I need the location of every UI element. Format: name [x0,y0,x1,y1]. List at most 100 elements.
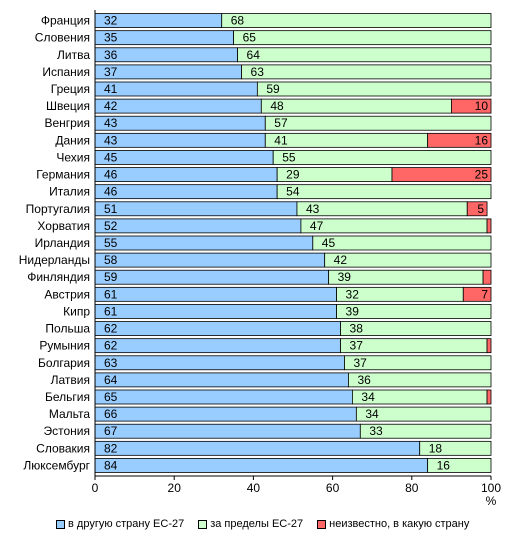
legend-swatch-outside-eu [198,519,208,529]
bar-segment [486,338,492,354]
bar-segment [264,132,429,148]
data-label: 37 [104,65,118,79]
data-label: 57 [274,116,288,130]
category-label: Кипр [63,304,90,318]
bar-segment [94,286,337,302]
legend-swatch-eu [56,519,65,529]
data-label: 39 [346,304,360,318]
bar-segment [256,81,492,97]
bar-segment [359,423,492,439]
x-axis-unit: % [486,494,497,508]
bar-segment [312,235,492,251]
data-label: 64 [104,373,118,387]
category-label: Польша [45,322,90,336]
category-label: Германия [36,168,90,182]
bar-segment [94,184,278,200]
category-label: Дания [55,133,90,147]
data-label: 37 [353,356,367,370]
data-label: 10 [475,99,489,113]
data-label: 54 [286,185,300,199]
data-label: 35 [104,31,118,45]
data-label: 32 [346,287,360,301]
legend: в другую страну ЕС-27 за пределы ЕС-27 н… [56,518,469,530]
data-label: 42 [104,99,118,113]
data-label: 33 [369,424,383,438]
bar-segment [450,98,492,114]
x-tick-label: 100 [481,481,501,495]
data-label: 55 [282,150,296,164]
bar-segment [94,304,337,319]
data-label: 65 [104,390,118,404]
legend-label-outside-eu: за пределы ЕС-27 [210,518,304,530]
category-label: Эстония [44,424,91,438]
bar-segment [486,218,492,234]
bar-segment [462,286,492,302]
data-label: 16 [437,458,451,472]
x-tick-label: 60 [326,481,340,495]
data-label: 51 [104,202,118,216]
data-label: 38 [350,322,364,336]
legend-item-eu: в другую страну ЕС-27 [56,518,184,530]
bar-segment [94,81,258,97]
data-label: 68 [231,14,245,28]
data-label: 43 [104,133,118,147]
data-label: 64 [247,48,261,62]
bar-segment [94,372,349,388]
bar-segment [94,115,266,131]
category-label: Италия [49,185,90,199]
category-label: Нидерланды [19,253,90,267]
bar-segment [94,440,421,456]
data-label: 84 [104,458,118,472]
data-label: 7 [481,287,488,301]
data-label: 41 [104,82,118,96]
bar-segment [94,252,326,268]
data-label: 46 [104,168,118,182]
bar-segment [344,355,492,371]
data-label: 55 [104,236,118,250]
bar-segment [486,389,492,405]
data-label: 82 [104,441,118,455]
bar-segment [272,150,492,165]
legend-item-unknown: неизвестно, в какую страну [317,518,469,530]
category-label: Словения [35,31,90,45]
bar-segment [94,423,361,439]
category-label: Испания [42,65,90,79]
data-label: 63 [251,65,265,79]
category-label: Финляндия [27,270,90,284]
bar-segment [94,167,278,182]
bar-segment [427,132,492,148]
category-label: Люксембург [23,458,90,472]
data-label: 45 [322,236,336,250]
bar-segment [276,184,492,200]
category-label: Франция [41,14,90,28]
data-label: 42 [334,253,348,267]
category-label: Бельгия [45,390,90,404]
data-label: 58 [104,253,118,267]
category-label: Ирландия [35,236,90,250]
data-label: 66 [104,407,118,421]
bar-segment [348,372,492,388]
category-label: Венгрия [44,116,90,130]
bar-segment [260,98,452,114]
data-label: 36 [357,373,371,387]
data-label: 45 [104,150,118,164]
data-label: 37 [350,339,364,353]
legend-label-eu: в другую страну ЕС-27 [68,518,185,530]
bar-segment [94,132,266,148]
bar-segment [94,355,345,371]
data-label: 62 [104,322,118,336]
bar-segment [391,167,492,182]
bar-segment [94,269,330,285]
data-label: 59 [104,270,118,284]
bar-segment [94,98,262,114]
bar-segment [466,201,488,217]
bar-segment [355,406,492,422]
legend-item-outside-eu: за пределы ЕС-27 [198,518,303,530]
data-label: 59 [266,82,280,96]
x-tick-label: 40 [247,481,261,495]
category-label: Латвия [51,373,90,387]
data-label: 62 [104,339,118,353]
bar-segment [94,406,357,422]
data-label: 39 [338,270,352,284]
data-label: 25 [475,168,489,182]
